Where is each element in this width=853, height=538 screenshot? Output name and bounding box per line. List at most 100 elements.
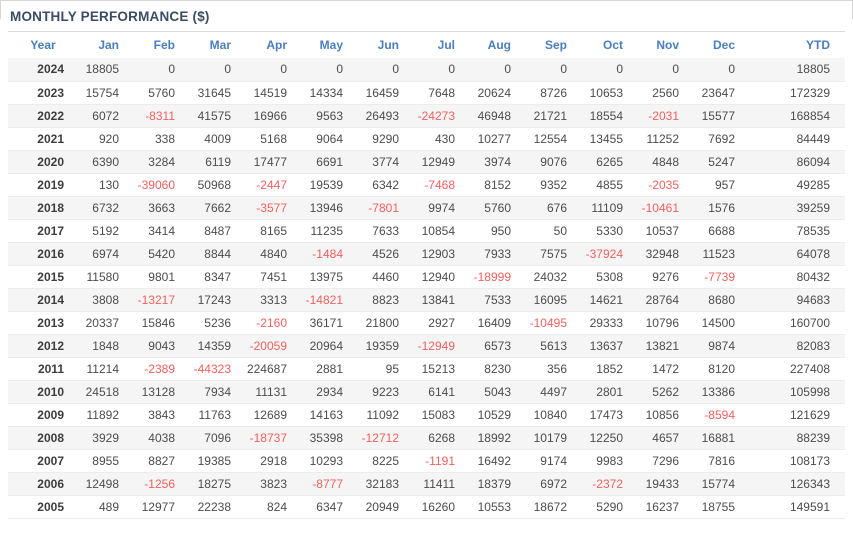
value-cell-feb: 5760 bbox=[134, 81, 190, 105]
value-cell-mar: 18275 bbox=[190, 472, 246, 496]
value-cell-sep: 4497 bbox=[526, 380, 582, 404]
value-cell-apr: 824 bbox=[246, 495, 302, 519]
value-cell-apr: 5168 bbox=[246, 127, 302, 151]
year-cell: 2015 bbox=[8, 265, 78, 289]
value-cell-jun: 11092 bbox=[358, 403, 414, 427]
value-cell-nov: 13821 bbox=[638, 334, 694, 358]
value-cell-mar: 7934 bbox=[190, 380, 246, 404]
value-cell-aug: -18999 bbox=[470, 265, 526, 289]
value-cell-aug: 3974 bbox=[470, 150, 526, 174]
value-cell-may: 2934 bbox=[302, 380, 358, 404]
value-cell-may: 35398 bbox=[302, 426, 358, 450]
value-cell-jun: 6342 bbox=[358, 173, 414, 197]
value-cell-oct: 4855 bbox=[582, 173, 638, 197]
value-cell-mar: 7096 bbox=[190, 426, 246, 450]
value-cell-jun: 95 bbox=[358, 357, 414, 381]
value-cell-apr: 17477 bbox=[246, 150, 302, 174]
value-cell-mar: 11763 bbox=[190, 403, 246, 427]
value-cell-sep: 10840 bbox=[526, 403, 582, 427]
year-cell: 2009 bbox=[8, 403, 78, 427]
value-cell-sep: 24032 bbox=[526, 265, 582, 289]
table-row-2022: 2022 6072 -8311 41575 16966 9563 26493 -24273 46… bbox=[8, 104, 845, 128]
value-cell-jan: 6072 bbox=[78, 104, 134, 128]
table-row-2023: 2023 15754 5760 31645 14519 14334 16459 7648 206… bbox=[8, 81, 845, 105]
value-cell-oct: 6265 bbox=[582, 150, 638, 174]
value-cell-dec: 11523 bbox=[694, 242, 750, 266]
value-cell-nov: 9276 bbox=[638, 265, 694, 289]
value-cell-may: 10293 bbox=[302, 449, 358, 473]
column-header-dec: Dec bbox=[694, 32, 750, 58]
value-cell-sep: -10495 bbox=[526, 311, 582, 335]
value-cell-nov: 11252 bbox=[638, 127, 694, 151]
value-cell-oct: 12250 bbox=[582, 426, 638, 450]
value-cell-oct: 17473 bbox=[582, 403, 638, 427]
value-cell-ytd: 64078 bbox=[750, 242, 845, 266]
value-cell-nov: -2031 bbox=[638, 104, 694, 128]
value-cell-apr: 16966 bbox=[246, 104, 302, 128]
value-cell-dec: 23647 bbox=[694, 81, 750, 105]
value-cell-aug: 10277 bbox=[470, 127, 526, 151]
value-cell-apr: 7451 bbox=[246, 265, 302, 289]
value-cell-apr: 8165 bbox=[246, 219, 302, 243]
value-cell-may: 36171 bbox=[302, 311, 358, 335]
value-cell-jun: -7801 bbox=[358, 196, 414, 220]
value-cell-jun: 4526 bbox=[358, 242, 414, 266]
value-cell-ytd: 227408 bbox=[750, 357, 845, 381]
value-cell-jan: 3808 bbox=[78, 288, 134, 312]
value-cell-nov: -2035 bbox=[638, 173, 694, 197]
year-cell: 2020 bbox=[8, 150, 78, 174]
value-cell-jul: 7648 bbox=[414, 81, 470, 105]
value-cell-oct: 13455 bbox=[582, 127, 638, 151]
value-cell-aug: 0 bbox=[470, 58, 526, 82]
value-cell-apr: -20059 bbox=[246, 334, 302, 358]
value-cell-oct: 1852 bbox=[582, 357, 638, 381]
value-cell-jun: 8225 bbox=[358, 449, 414, 473]
header-row: Year Jan Feb Mar Apr May Jun Jul Aug Sep Oct Nov Dec… bbox=[8, 32, 845, 58]
value-cell-may: 9064 bbox=[302, 127, 358, 151]
value-cell-jul: 0 bbox=[414, 58, 470, 82]
value-cell-jun: 21800 bbox=[358, 311, 414, 335]
value-cell-jul: 15213 bbox=[414, 357, 470, 381]
value-cell-feb: 13128 bbox=[134, 380, 190, 404]
value-cell-mar: 5236 bbox=[190, 311, 246, 335]
value-cell-jan: 11580 bbox=[78, 265, 134, 289]
column-header-feb: Feb bbox=[134, 32, 190, 58]
value-cell-feb: -13217 bbox=[134, 288, 190, 312]
value-cell-nov: 2560 bbox=[638, 81, 694, 105]
value-cell-ytd: 94683 bbox=[750, 288, 845, 312]
value-cell-nov: 0 bbox=[638, 58, 694, 82]
value-cell-sep: 8726 bbox=[526, 81, 582, 105]
value-cell-mar: -44323 bbox=[190, 357, 246, 381]
value-cell-jun: 32183 bbox=[358, 472, 414, 496]
value-cell-nov: 10856 bbox=[638, 403, 694, 427]
value-cell-jul: -7468 bbox=[414, 173, 470, 197]
value-cell-dec: 7692 bbox=[694, 127, 750, 151]
value-cell-may: 0 bbox=[302, 58, 358, 82]
value-cell-jul: 10854 bbox=[414, 219, 470, 243]
value-cell-jul: 430 bbox=[414, 127, 470, 151]
value-cell-dec: 0 bbox=[694, 58, 750, 82]
column-header-may: May bbox=[302, 32, 358, 58]
column-header-nov: Nov bbox=[638, 32, 694, 58]
value-cell-aug: 16409 bbox=[470, 311, 526, 335]
value-cell-sep: 356 bbox=[526, 357, 582, 381]
value-cell-sep: 10179 bbox=[526, 426, 582, 450]
value-cell-feb: 3843 bbox=[134, 403, 190, 427]
year-cell: 2005 bbox=[8, 495, 78, 519]
value-cell-sep: 12554 bbox=[526, 127, 582, 151]
value-cell-jan: 18805 bbox=[78, 58, 134, 82]
value-cell-jan: 6974 bbox=[78, 242, 134, 266]
value-cell-mar: 8347 bbox=[190, 265, 246, 289]
value-cell-aug: 8230 bbox=[470, 357, 526, 381]
value-cell-apr: 11131 bbox=[246, 380, 302, 404]
year-cell: 2007 bbox=[8, 449, 78, 473]
value-cell-ytd: 168854 bbox=[750, 104, 845, 128]
value-cell-jun: 19359 bbox=[358, 334, 414, 358]
value-cell-jul: 2927 bbox=[414, 311, 470, 335]
value-cell-feb: -39060 bbox=[134, 173, 190, 197]
value-cell-jan: 11892 bbox=[78, 403, 134, 427]
value-cell-ytd: 88239 bbox=[750, 426, 845, 450]
value-cell-jul: 12903 bbox=[414, 242, 470, 266]
value-cell-may: 13975 bbox=[302, 265, 358, 289]
value-cell-sep: 676 bbox=[526, 196, 582, 220]
